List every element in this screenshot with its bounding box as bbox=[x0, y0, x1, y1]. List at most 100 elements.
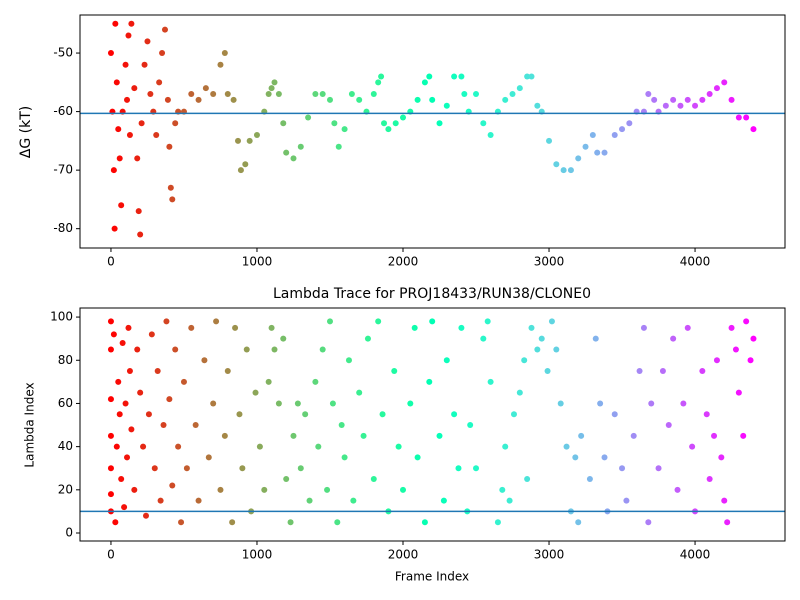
point bbox=[721, 497, 728, 504]
point bbox=[119, 339, 126, 346]
point bbox=[224, 91, 231, 98]
point bbox=[743, 114, 750, 121]
point bbox=[137, 389, 144, 396]
point bbox=[188, 324, 195, 331]
point bbox=[297, 465, 304, 472]
point bbox=[125, 324, 132, 331]
point bbox=[166, 143, 173, 150]
x-tick-label: 0 bbox=[107, 548, 115, 562]
point bbox=[553, 346, 560, 353]
point bbox=[601, 454, 608, 461]
point bbox=[499, 486, 506, 493]
point bbox=[341, 126, 348, 133]
point bbox=[735, 389, 742, 396]
point bbox=[534, 102, 541, 109]
point bbox=[107, 346, 114, 353]
point bbox=[172, 120, 179, 127]
point bbox=[582, 143, 589, 150]
point bbox=[154, 368, 161, 375]
point bbox=[192, 422, 199, 429]
point bbox=[140, 443, 147, 450]
point bbox=[131, 85, 138, 92]
point bbox=[243, 346, 250, 353]
point bbox=[379, 411, 386, 418]
point bbox=[167, 184, 174, 191]
point bbox=[221, 50, 228, 57]
point bbox=[265, 91, 272, 98]
plot-frame bbox=[79, 307, 786, 542]
point bbox=[252, 389, 259, 396]
point bbox=[370, 91, 377, 98]
x-tick-label: 2000 bbox=[388, 548, 419, 562]
point bbox=[122, 400, 129, 407]
point bbox=[516, 389, 523, 396]
point bbox=[375, 79, 382, 86]
point bbox=[750, 335, 757, 342]
point bbox=[436, 432, 443, 439]
point bbox=[178, 519, 185, 526]
point bbox=[275, 91, 282, 98]
point bbox=[268, 85, 275, 92]
point bbox=[195, 497, 202, 504]
point bbox=[443, 102, 450, 109]
point bbox=[280, 335, 287, 342]
point bbox=[662, 102, 669, 109]
point bbox=[224, 368, 231, 375]
point bbox=[626, 120, 633, 127]
y-axis-label: Lambda Index bbox=[23, 382, 37, 467]
point bbox=[640, 324, 647, 331]
y-tick-label: 100 bbox=[50, 310, 73, 324]
point bbox=[147, 91, 154, 98]
point bbox=[145, 411, 152, 418]
point bbox=[213, 318, 220, 325]
point bbox=[718, 454, 725, 461]
point bbox=[326, 318, 333, 325]
point bbox=[411, 324, 418, 331]
point bbox=[544, 368, 551, 375]
point bbox=[268, 324, 275, 331]
point bbox=[271, 346, 278, 353]
point bbox=[538, 335, 545, 342]
point bbox=[111, 225, 118, 232]
point bbox=[172, 346, 179, 353]
point bbox=[458, 324, 465, 331]
point bbox=[341, 454, 348, 461]
point bbox=[335, 143, 342, 150]
point bbox=[180, 378, 187, 385]
x-tick-label: 0 bbox=[107, 255, 115, 269]
point bbox=[509, 91, 516, 98]
point bbox=[348, 91, 355, 98]
point bbox=[161, 26, 168, 33]
point bbox=[378, 73, 385, 80]
point bbox=[159, 50, 166, 57]
point bbox=[118, 202, 125, 209]
point bbox=[237, 167, 244, 174]
point bbox=[319, 346, 326, 353]
point bbox=[356, 96, 363, 103]
point bbox=[674, 486, 681, 493]
point bbox=[360, 432, 367, 439]
point bbox=[692, 102, 699, 109]
point bbox=[124, 96, 131, 103]
y-tick-label: -50 bbox=[53, 46, 73, 60]
point bbox=[426, 73, 433, 80]
point bbox=[557, 400, 564, 407]
point bbox=[528, 324, 535, 331]
point bbox=[721, 79, 728, 86]
point bbox=[290, 432, 297, 439]
point bbox=[740, 432, 747, 439]
point bbox=[680, 400, 687, 407]
point bbox=[611, 411, 618, 418]
point bbox=[280, 120, 287, 127]
point bbox=[232, 324, 239, 331]
point bbox=[677, 102, 684, 109]
point bbox=[202, 85, 209, 92]
point bbox=[183, 465, 190, 472]
point bbox=[138, 120, 145, 127]
point bbox=[524, 73, 531, 80]
x-tick-label: 3000 bbox=[534, 548, 565, 562]
point bbox=[684, 96, 691, 103]
point bbox=[502, 96, 509, 103]
point bbox=[578, 432, 585, 439]
point bbox=[651, 96, 658, 103]
